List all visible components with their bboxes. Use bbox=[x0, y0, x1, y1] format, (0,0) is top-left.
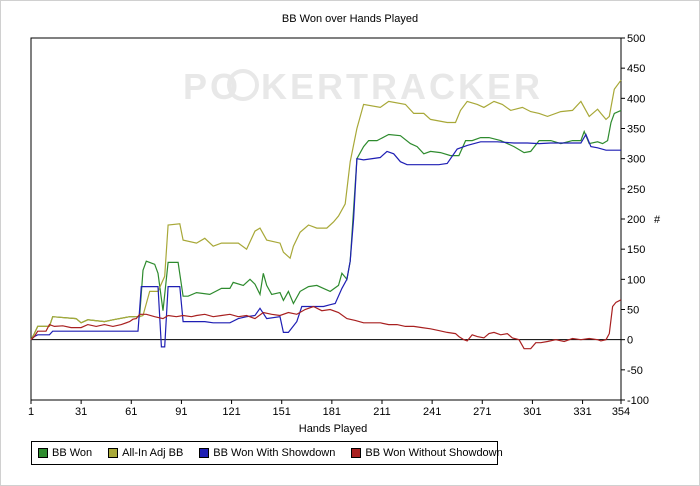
x-tick-label: 271 bbox=[473, 406, 491, 418]
y-tick-label: 400 bbox=[627, 93, 645, 105]
legend-label-all-in-adj-bb: All-In Adj BB bbox=[122, 447, 184, 459]
x-tick-label: 354 bbox=[612, 406, 630, 418]
series-line-bb-won bbox=[30, 109, 622, 340]
x-tick-label: 211 bbox=[373, 406, 391, 418]
legend-swatch-all-in-adj-bb bbox=[108, 448, 119, 458]
chart-title: BB Won over Hands Played bbox=[281, 13, 419, 25]
x-tick-label: 331 bbox=[573, 406, 591, 418]
y-tick-label: 0 bbox=[627, 335, 633, 347]
legend-item-bb-won: BB Won bbox=[38, 447, 92, 459]
x-tick-label: 31 bbox=[75, 406, 87, 418]
legend-swatch-bb-won bbox=[38, 448, 48, 458]
legend-item-bb-won-without-showdown: BB Won Without Showdown bbox=[351, 447, 503, 459]
x-axis-label: Hands Played bbox=[299, 423, 368, 435]
x-tick-label: 61 bbox=[125, 406, 137, 418]
series-line-all-in-adj-bb bbox=[30, 79, 622, 340]
legend-item-bb-won-with-showdown: BB Won With Showdown bbox=[199, 447, 335, 459]
y-tick-label: 450 bbox=[627, 63, 645, 75]
x-tick-label: 181 bbox=[323, 406, 341, 418]
y-tick-label: 50 bbox=[627, 305, 639, 317]
x-tick-label: 241 bbox=[423, 406, 441, 418]
y-tick-label: 300 bbox=[627, 154, 645, 166]
legend-swatch-bb-won-without-showdown bbox=[351, 448, 362, 458]
series-line-bb-won-without-showdown bbox=[30, 299, 622, 350]
watermark-chip-icon bbox=[227, 69, 259, 101]
legend-label-bb-won: BB Won bbox=[52, 447, 93, 459]
y-tick-label: 100 bbox=[627, 274, 645, 286]
legend-label-bb-won-without-showdown: BB Won Without Showdown bbox=[365, 447, 503, 459]
x-tick-label: 151 bbox=[273, 406, 291, 418]
y-tick-label: 150 bbox=[627, 244, 645, 256]
legend-item-all-in-adj-bb: All-In Adj BB bbox=[108, 447, 183, 459]
plot-area: 1 31 61 91 121 151 181 211 241 271 301 331 354-100 -5… bbox=[28, 33, 649, 418]
x-tick-label: 121 bbox=[222, 406, 240, 418]
chart-legend: BB Won All-In Adj BB BB Won With Showdow… bbox=[31, 441, 503, 465]
x-tick-label: 301 bbox=[523, 406, 541, 418]
series-line-bb-won-with-showdown bbox=[30, 133, 621, 348]
x-tick-label: 91 bbox=[175, 406, 187, 418]
legend-swatch-bb-won-with-showdown bbox=[199, 448, 210, 458]
y-tick-label: -100 bbox=[627, 395, 649, 407]
y-tick-label: 250 bbox=[627, 184, 645, 196]
y-axis-label: # bbox=[654, 214, 661, 226]
y-tick-label: 350 bbox=[627, 124, 645, 136]
y-tick-label: 500 bbox=[627, 33, 645, 45]
watermark-right: KERTRACKER bbox=[261, 66, 543, 107]
y-tick-label: 200 bbox=[627, 214, 645, 226]
x-tick-label: 1 bbox=[28, 406, 34, 418]
legend-label-bb-won-with-showdown: BB Won With Showdown bbox=[213, 447, 336, 459]
y-tick-label: -50 bbox=[627, 365, 643, 377]
watermark-left: PO bbox=[183, 66, 241, 107]
